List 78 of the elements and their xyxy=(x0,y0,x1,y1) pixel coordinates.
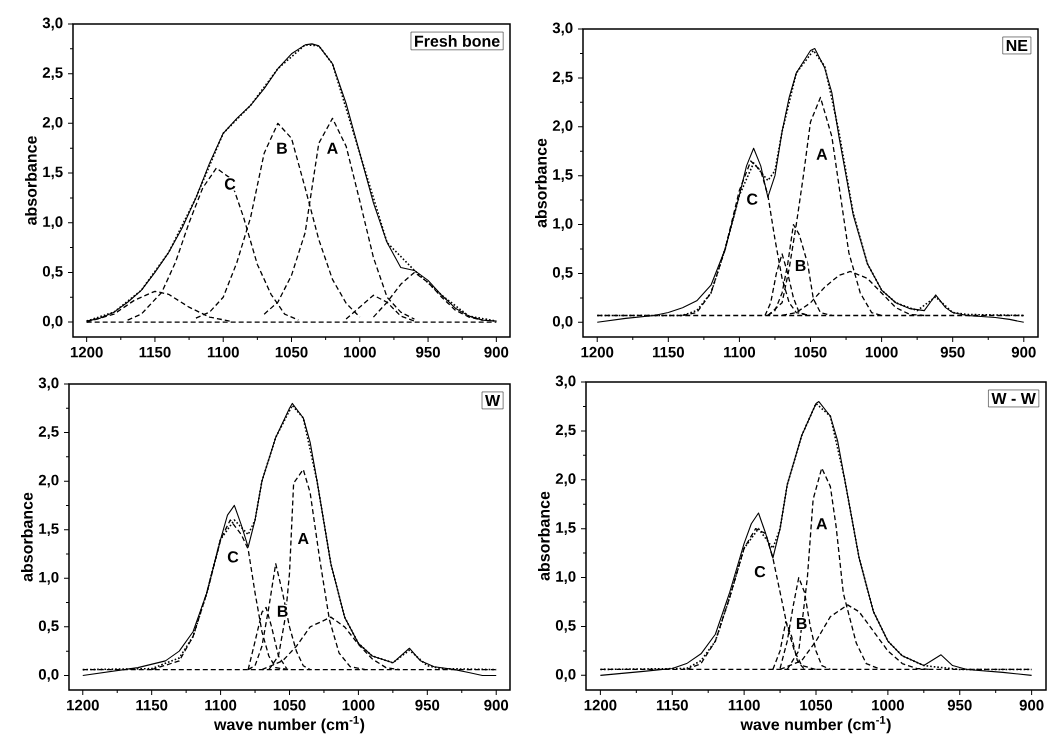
y-tick-label: 3,0 xyxy=(552,22,573,36)
x-tick-label: 1200 xyxy=(584,699,617,711)
text: NE xyxy=(1006,39,1028,51)
x-tick-label: 900 xyxy=(1019,699,1044,711)
x-tick-label: 1050 xyxy=(800,699,833,711)
x-axis-title: wave number (cm$^{-1}$) xyxy=(213,716,365,734)
annotation: A xyxy=(327,142,338,154)
annotation: C xyxy=(747,193,758,205)
annotation: B xyxy=(795,260,806,272)
annotation: B xyxy=(277,605,288,617)
y-tick-label: 0,5 xyxy=(42,266,63,279)
y-tick-label: 0,5 xyxy=(555,620,576,633)
x-tick-label: 1200 xyxy=(581,346,614,358)
x-tick-label: 1150 xyxy=(136,699,168,711)
x-tick-label: 1150 xyxy=(652,346,684,358)
y-tick-label: 1,5 xyxy=(43,166,63,180)
y-tick-label: 1,5 xyxy=(553,169,573,182)
y-tick-label: 0,0 xyxy=(552,315,573,329)
x-tick-label: 1100 xyxy=(207,346,239,358)
y-tick-label: 2,5 xyxy=(38,426,59,439)
x-tick-label: 1000 xyxy=(342,699,375,711)
x-tick-label: 1100 xyxy=(724,346,756,358)
y-tick-label: 2,0 xyxy=(555,473,576,487)
text: W xyxy=(485,394,501,406)
y-tick-label: 2,0 xyxy=(42,116,63,130)
x-tick-label: 950 xyxy=(940,346,965,358)
annotation: B xyxy=(796,618,807,630)
x-tick-label: 1100 xyxy=(728,699,760,711)
y-axis-title: absorbance xyxy=(535,138,547,228)
text: W - W xyxy=(991,392,1036,404)
x-tick-label: 1050 xyxy=(273,699,306,711)
x-tick-label: 1050 xyxy=(275,346,308,358)
text: Fresh bone xyxy=(415,35,500,47)
x-tick-label: 1100 xyxy=(205,699,237,711)
x-tick-label: 1000 xyxy=(865,346,898,358)
y-tick-label: 1,0 xyxy=(39,571,59,585)
x-tick-label: 1150 xyxy=(656,699,688,711)
x-tick-label: 950 xyxy=(415,699,440,711)
x-tick-label: 900 xyxy=(1011,346,1036,358)
x-tick-label: 1150 xyxy=(139,346,171,358)
y-tick-label: 3,0 xyxy=(38,377,59,391)
annotation: B xyxy=(277,142,287,154)
y-tick-label: 3,0 xyxy=(42,17,63,31)
y-axis-title: absorbance xyxy=(25,136,37,225)
y-tick-label: 1,0 xyxy=(43,216,63,230)
y-tick-label: 0,0 xyxy=(555,668,576,682)
y-tick-label: 1,0 xyxy=(553,218,573,231)
y-tick-label: 3,0 xyxy=(555,375,576,389)
x-tick-label: 950 xyxy=(947,699,972,711)
annotation: C xyxy=(224,178,236,190)
y-tick-label: 1,5 xyxy=(39,523,59,537)
y-tick-label: 0,5 xyxy=(38,620,59,634)
x-tick-label: 1000 xyxy=(344,346,376,358)
y-tick-label: 2,0 xyxy=(38,474,59,488)
y-tick-label: 0,5 xyxy=(552,267,573,280)
annotation: C xyxy=(754,566,766,578)
y-tick-label: 1,5 xyxy=(556,522,576,535)
x-tick-label: 900 xyxy=(484,699,509,711)
y-tick-label: 0,0 xyxy=(38,669,59,682)
x-tick-label: 1200 xyxy=(67,699,99,711)
x-tick-label: 950 xyxy=(416,346,440,358)
x-tick-label: 900 xyxy=(484,346,509,358)
x-axis-title: wave number (cm$^{-1}$) xyxy=(740,716,891,734)
y-tick-label: 2,5 xyxy=(552,71,573,85)
y-tick-label: 2,5 xyxy=(555,424,576,438)
annotation: A xyxy=(297,532,309,544)
y-tick-label: 2,0 xyxy=(552,120,573,134)
annotation: A xyxy=(816,148,828,160)
y-tick-label: 1,0 xyxy=(556,571,576,584)
y-tick-label: 0,0 xyxy=(42,315,63,329)
y-axis-title: absorbance xyxy=(538,491,550,581)
y-tick-label: 2,5 xyxy=(42,67,63,81)
annotation: A xyxy=(816,518,828,530)
x-tick-label: 1200 xyxy=(70,346,103,358)
annotation: C xyxy=(227,551,239,563)
x-tick-label: 1050 xyxy=(794,346,827,358)
x-tick-label: 1000 xyxy=(872,699,904,711)
y-axis-title: absorbance xyxy=(21,492,33,582)
